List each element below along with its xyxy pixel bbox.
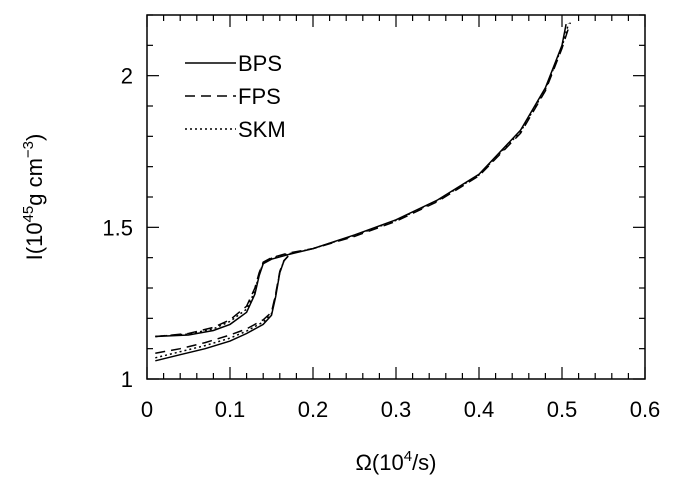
y-tick-label: 1.5: [102, 215, 133, 240]
series-line-fps-2: [155, 255, 289, 354]
y-axis-label-sup2: −3: [20, 141, 37, 158]
x-tick-label: 0.4: [464, 397, 495, 422]
legend-label-skm: SKM: [238, 117, 286, 142]
y-tick-label: 1: [121, 367, 133, 392]
x-tick-label: 0.3: [381, 397, 412, 422]
series-fps: [155, 22, 572, 354]
series-line-bps-1: [155, 23, 567, 338]
tick-labels: 0 0.1 0.2 0.3 0.4 0.5 0.6 1 1.5 2: [102, 64, 660, 422]
x-axis-label-sup: 4: [404, 448, 412, 465]
legend-label-bps: BPS: [238, 51, 282, 76]
x-tick-label: 0: [141, 397, 153, 422]
series-line-fps-1: [155, 22, 572, 338]
x-tick-label: 0.6: [630, 397, 661, 422]
y-axis-label-sup1: 45: [20, 206, 37, 223]
legend-label-fps: FPS: [238, 84, 281, 109]
series-line-bps-2: [155, 255, 289, 362]
x-axis-label-prefix: Ω(10: [355, 450, 403, 475]
series-line-skm-2: [155, 255, 289, 359]
x-tick-label: 0.2: [298, 397, 329, 422]
series-line-skm-1: [155, 23, 570, 338]
x-axis-label-suffix: /s): [412, 450, 436, 475]
y-axis-label-mid: g cm: [22, 158, 47, 206]
series-skm: [155, 23, 570, 359]
series-bps: [155, 23, 567, 362]
legend: BPS FPS SKM: [185, 51, 286, 142]
series-layer: [155, 22, 572, 362]
y-tick-label: 2: [121, 64, 133, 89]
y-axis-label: I(1045g cm−3): [20, 134, 47, 261]
axis-ticks: [146, 14, 646, 380]
x-tick-label: 0.1: [215, 397, 246, 422]
x-tick-label: 0.5: [547, 397, 578, 422]
x-axis-label: Ω(104/s): [355, 448, 436, 475]
y-axis-label-prefix: I(10: [22, 222, 47, 260]
y-axis-label-suffix: ): [22, 134, 47, 141]
